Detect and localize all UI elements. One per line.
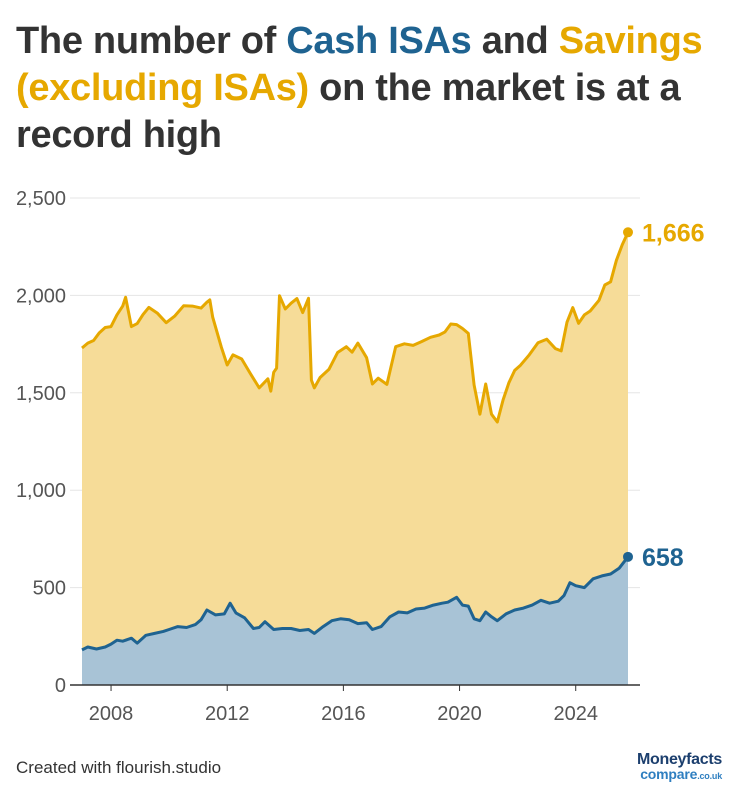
x-tick-label: 2024 <box>553 703 598 725</box>
logo-line-2-suffix: .co.uk <box>697 771 722 781</box>
y-tick-label: 2,500 <box>16 188 66 210</box>
title-part-2: and <box>471 20 559 62</box>
x-tick-label: 2020 <box>437 703 482 725</box>
savings-area <box>82 232 628 686</box>
y-tick-label: 1,500 <box>16 383 66 405</box>
logo-line-2: compare.co.uk <box>637 767 722 784</box>
cash-isas-end-marker <box>623 551 633 562</box>
title-savings: Savings (excluding ISAs) <box>16 20 703 109</box>
chart: 0 500 1,000 1,500 2,000 2,500 2008 2012 2016 2020… <box>16 188 705 725</box>
cash-isas-area <box>82 556 628 685</box>
end-labels: 1,666 658 <box>623 219 705 572</box>
moneyfacts-logo[interactable]: Moneyfacts compare.co.uk <box>637 752 722 784</box>
logo-line-1: Moneyfacts <box>636 751 722 768</box>
cash-isas-line <box>81 555 630 652</box>
title-cash-isas: Cash ISAs <box>286 20 472 62</box>
y-tick-label: 0 <box>55 675 66 697</box>
cash-isas-end-label: 658 <box>642 544 684 572</box>
savings-line <box>81 231 630 424</box>
y-tick-label: 2,000 <box>16 285 66 307</box>
chart-title: The number of Cash ISAs and Savings (exc… <box>16 18 716 159</box>
series-areas <box>81 231 630 686</box>
x-tick-label: 2008 <box>89 703 134 725</box>
axes: 0 500 1,000 1,500 2,000 2,500 2008 2012 2016 2020… <box>16 188 640 725</box>
footer-credit: Created with flourish.studio <box>16 758 222 777</box>
x-tick-label: 2016 <box>321 703 366 725</box>
savings-end-marker <box>623 227 633 238</box>
y-tick-label: 500 <box>33 578 66 600</box>
title-part-3: on the market is at a record high <box>16 67 681 156</box>
savings-end-label: 1,666 <box>642 219 705 247</box>
x-tick-label: 2012 <box>205 703 250 725</box>
y-tick-label: 1,000 <box>16 480 66 502</box>
logo-line-2-main: compare <box>640 766 698 782</box>
title-part-1: The number of <box>16 20 287 62</box>
